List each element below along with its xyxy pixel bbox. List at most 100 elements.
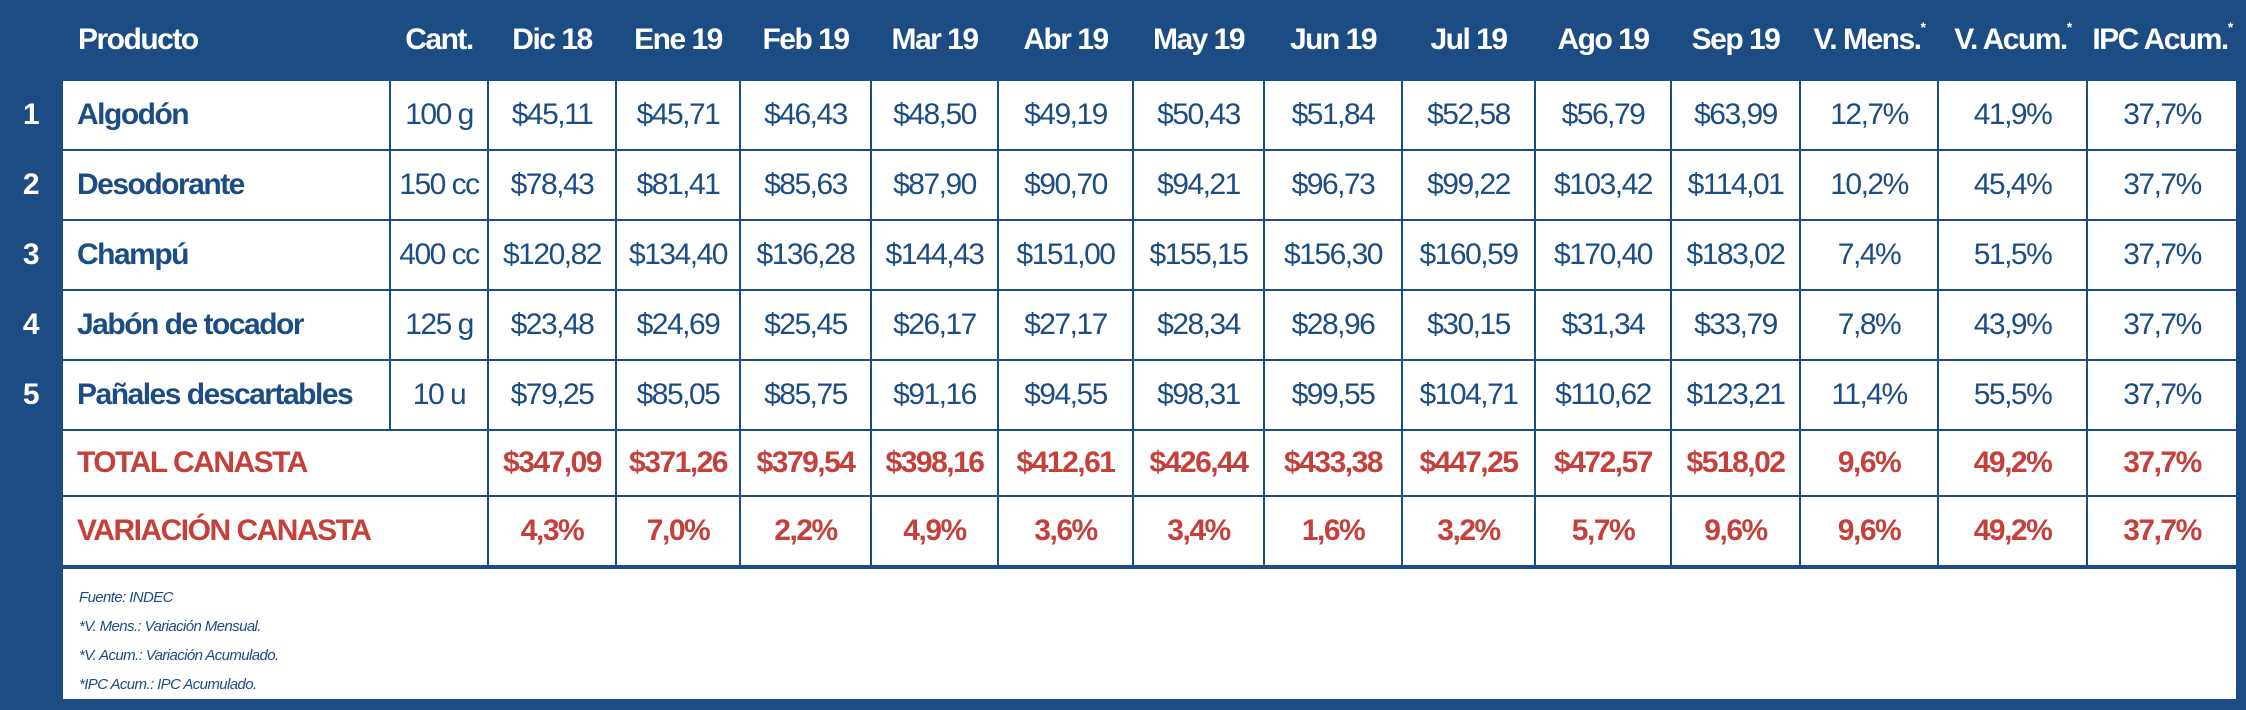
price-cell: $27,17 bbox=[997, 289, 1134, 361]
footnote-asterisk: * bbox=[2066, 18, 2072, 35]
row-number-spacer bbox=[0, 430, 62, 496]
product-name: Pañales descartables bbox=[61, 359, 391, 431]
price-cell: $85,75 bbox=[739, 359, 872, 431]
price-cell: $160,59 bbox=[1401, 219, 1536, 291]
row-number-header bbox=[0, 0, 62, 80]
monthly-variation-cell: 7,8% bbox=[1799, 289, 1939, 361]
row-number: 2 bbox=[0, 150, 62, 220]
header-ipc-acum: IPC Acum.* bbox=[2087, 0, 2237, 80]
total-basket-row-value: $426,44 bbox=[1132, 429, 1265, 497]
footnote-line: *V. Mens.: Variación Mensual. bbox=[79, 618, 261, 635]
basket-variation-row-value: 3,4% bbox=[1132, 495, 1265, 568]
monthly-variation-cell: 10,2% bbox=[1799, 149, 1939, 221]
header-product: Producto bbox=[62, 0, 390, 80]
ipc-accumulated-cell: 37,7% bbox=[2086, 289, 2238, 361]
basket-variation-row-value: 1,6% bbox=[1263, 495, 1403, 568]
basket-variation-row-value: 3,2% bbox=[1401, 495, 1536, 568]
price-cell: $28,34 bbox=[1132, 289, 1265, 361]
basket-variation-row-value: 3,6% bbox=[997, 495, 1134, 568]
price-cell: $144,43 bbox=[870, 219, 999, 291]
ipc-accumulated-cell: 37,7% bbox=[2086, 79, 2238, 151]
product-quantity: 10 u bbox=[389, 359, 489, 431]
footnotes: Fuente: INDEC *V. Mens.: Variación Mensua… bbox=[61, 565, 2238, 701]
price-cell: $48,50 bbox=[870, 79, 999, 151]
table-row: 4 Jabón de tocador 125 g $23,48 $24,69 $25,45… bbox=[0, 289, 2238, 361]
price-cell: $120,82 bbox=[487, 219, 617, 291]
accumulated-variation-cell: 51,5% bbox=[1937, 219, 2088, 291]
price-cell: $104,71 bbox=[1401, 359, 1536, 431]
header-v-acum: V. Acum.* bbox=[1938, 0, 2087, 80]
total-basket-row-label: TOTAL CANASTA bbox=[61, 429, 489, 497]
total-basket-row-value: $447,25 bbox=[1401, 429, 1536, 497]
price-cell: $99,22 bbox=[1401, 149, 1536, 221]
header-v-mens-label: V. Mens. bbox=[1813, 22, 1922, 56]
product-name: Jabón de tocador bbox=[61, 289, 391, 361]
row-number-spacer bbox=[0, 496, 62, 567]
basket-variation-row-value: 37,7% bbox=[2086, 495, 2238, 568]
accumulated-variation-cell: 45,4% bbox=[1937, 149, 2088, 221]
total-basket-row-value: $371,26 bbox=[615, 429, 741, 497]
table-row: 2 Desodorante 150 cc $78,43 $81,41 $85,63 $87,… bbox=[0, 149, 2238, 221]
footnote-line: Fuente: INDEC bbox=[79, 589, 174, 606]
price-cell: $25,45 bbox=[739, 289, 872, 361]
price-cell: $45,71 bbox=[615, 79, 741, 151]
header-month: Dic 18 bbox=[488, 0, 616, 80]
total-basket-row-value: $379,54 bbox=[739, 429, 872, 497]
price-cell: $51,84 bbox=[1263, 79, 1403, 151]
header-month: Ene 19 bbox=[616, 0, 740, 80]
price-cell: $96,73 bbox=[1263, 149, 1403, 221]
price-cell: $87,90 bbox=[870, 149, 999, 221]
price-cell: $50,43 bbox=[1132, 79, 1265, 151]
basket-variation-row-value: 9,6% bbox=[1799, 495, 1939, 568]
price-cell: $46,43 bbox=[739, 79, 872, 151]
price-cell: $79,25 bbox=[487, 359, 617, 431]
total-basket-row-value: $433,38 bbox=[1263, 429, 1403, 497]
ipc-accumulated-cell: 37,7% bbox=[2086, 219, 2238, 291]
basket-variation-row-value: 4,9% bbox=[870, 495, 999, 568]
header-month: Feb 19 bbox=[740, 0, 871, 80]
product-quantity: 125 g bbox=[389, 289, 489, 361]
price-cell: $90,70 bbox=[997, 149, 1134, 221]
price-cell: $91,16 bbox=[870, 359, 999, 431]
price-cell: $170,40 bbox=[1534, 219, 1672, 291]
price-cell: $103,42 bbox=[1534, 149, 1672, 221]
price-cell: $63,99 bbox=[1670, 79, 1801, 151]
total-basket-row-value: 9,6% bbox=[1799, 429, 1939, 497]
monthly-variation-cell: 11,4% bbox=[1799, 359, 1939, 431]
ipc-accumulated-cell: 37,7% bbox=[2086, 149, 2238, 221]
footnote-line: *V. Acum.: Variación Acumulado. bbox=[79, 647, 279, 664]
price-cell: $94,21 bbox=[1132, 149, 1265, 221]
total-basket-row-value: $398,16 bbox=[870, 429, 999, 497]
price-cell: $155,15 bbox=[1132, 219, 1265, 291]
price-cell: $110,62 bbox=[1534, 359, 1672, 431]
row-number: 3 bbox=[0, 220, 62, 290]
monthly-variation-cell: 7,4% bbox=[1799, 219, 1939, 291]
header-ipc-acum-label: IPC Acum. bbox=[2092, 22, 2229, 56]
price-cell: $136,28 bbox=[739, 219, 872, 291]
basket-variation-row-value: 49,2% bbox=[1937, 495, 2088, 568]
monthly-variation-cell: 12,7% bbox=[1799, 79, 1939, 151]
header-month: Jun 19 bbox=[1264, 0, 1402, 80]
footnote-asterisk: * bbox=[2227, 18, 2233, 35]
header-quantity: Cant. bbox=[390, 0, 488, 80]
total-basket-row-value: $347,09 bbox=[487, 429, 617, 497]
product-quantity: 150 cc bbox=[389, 149, 489, 221]
total-basket-row-value: 49,2% bbox=[1937, 429, 2088, 497]
header-month: Mar 19 bbox=[871, 0, 998, 80]
price-cell: $52,58 bbox=[1401, 79, 1536, 151]
product-name: Desodorante bbox=[61, 149, 391, 221]
table-row: 3 Champú 400 cc $120,82 $134,40 $136,28 $144,4… bbox=[0, 219, 2238, 291]
price-cell: $94,55 bbox=[997, 359, 1134, 431]
basket-variation-row-label: VARIACIÓN CANASTA bbox=[61, 495, 489, 568]
accumulated-variation-cell: 43,9% bbox=[1937, 289, 2088, 361]
price-cell: $151,00 bbox=[997, 219, 1134, 291]
total-basket-row-value: $412,61 bbox=[997, 429, 1134, 497]
price-cell: $26,17 bbox=[870, 289, 999, 361]
price-cell: $49,19 bbox=[997, 79, 1134, 151]
basket-variation-row: VARIACIÓN CANASTA 4,3% 7,0% 2,2% 4,9% 3,6% 3,4… bbox=[0, 495, 2238, 568]
price-cell: $24,69 bbox=[615, 289, 741, 361]
price-cell: $99,55 bbox=[1263, 359, 1403, 431]
price-cell: $56,79 bbox=[1534, 79, 1672, 151]
price-cell: $134,40 bbox=[615, 219, 741, 291]
accumulated-variation-cell: 55,5% bbox=[1937, 359, 2088, 431]
